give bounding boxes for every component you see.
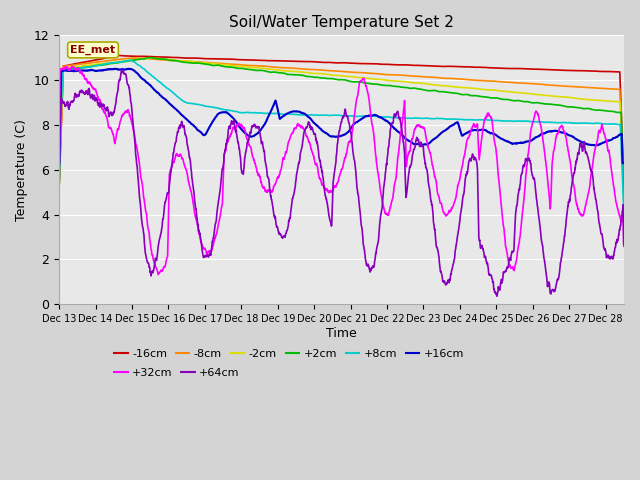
- Legend: +32cm, +64cm: +32cm, +64cm: [110, 363, 244, 383]
- X-axis label: Time: Time: [326, 327, 357, 340]
- Title: Soil/Water Temperature Set 2: Soil/Water Temperature Set 2: [229, 15, 454, 30]
- Y-axis label: Temperature (C): Temperature (C): [15, 119, 28, 221]
- Text: EE_met: EE_met: [70, 45, 116, 55]
